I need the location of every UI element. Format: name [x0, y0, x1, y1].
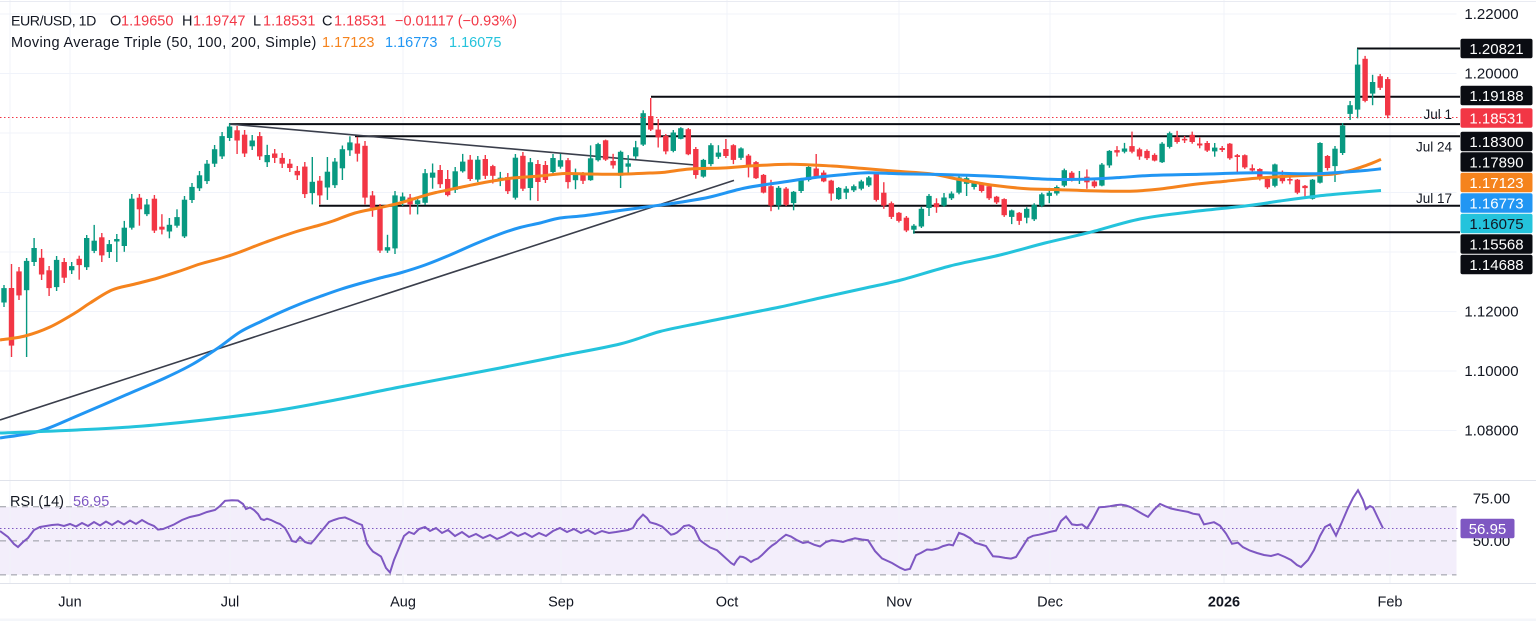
svg-text:Jul 17: Jul 17 [1416, 191, 1452, 206]
svg-text:1.16773: 1.16773 [385, 35, 437, 51]
svg-text:75.00: 75.00 [1473, 490, 1511, 507]
svg-text:1.20000: 1.20000 [1464, 66, 1518, 83]
svg-text:1.19650: 1.19650 [121, 14, 173, 30]
svg-text:L: L [253, 14, 261, 30]
svg-text:C: C [322, 14, 332, 30]
svg-text:O: O [110, 14, 121, 30]
svg-text:Nov: Nov [886, 595, 913, 611]
svg-text:1.19747: 1.19747 [193, 14, 245, 30]
svg-text:1.20821: 1.20821 [1469, 41, 1523, 58]
svg-text:1.08000: 1.08000 [1464, 423, 1518, 440]
svg-text:1.17123: 1.17123 [1469, 175, 1523, 192]
svg-text:1.10000: 1.10000 [1464, 363, 1518, 380]
svg-text:Feb: Feb [1378, 595, 1403, 611]
svg-text:H: H [182, 14, 192, 30]
svg-text:1.15568: 1.15568 [1469, 236, 1523, 253]
svg-text:1.19188: 1.19188 [1469, 88, 1523, 105]
svg-text:1.17123: 1.17123 [322, 35, 374, 51]
svg-text:1.18300: 1.18300 [1469, 134, 1523, 151]
svg-text:1.22000: 1.22000 [1464, 6, 1518, 23]
svg-text:Dec: Dec [1037, 595, 1063, 611]
svg-text:56.95: 56.95 [1469, 521, 1507, 538]
svg-text:Jun: Jun [58, 595, 81, 611]
svg-text:2026: 2026 [1208, 595, 1240, 611]
svg-text:Oct: Oct [716, 595, 739, 611]
svg-text:1.18531: 1.18531 [334, 14, 386, 30]
svg-text:1.18531: 1.18531 [263, 14, 315, 30]
svg-text:Sep: Sep [548, 595, 574, 611]
svg-text:Moving Average Triple (50, 100: Moving Average Triple (50, 100, 200, Sim… [11, 35, 317, 51]
svg-text:Aug: Aug [390, 595, 416, 611]
svg-text:RSI (14): RSI (14) [10, 494, 64, 510]
svg-text:1.16773: 1.16773 [1469, 195, 1523, 212]
svg-text:1.12000: 1.12000 [1464, 304, 1518, 321]
svg-text:1.17890: 1.17890 [1469, 154, 1523, 171]
svg-text:EUR/USD, 1D: EUR/USD, 1D [11, 14, 96, 30]
svg-text:56.95: 56.95 [73, 494, 109, 510]
svg-text:−0.01117 (−0.93%): −0.01117 (−0.93%) [395, 14, 517, 30]
svg-text:1.14688: 1.14688 [1469, 257, 1523, 274]
svg-text:1.18531: 1.18531 [1469, 110, 1523, 127]
svg-text:1.16075: 1.16075 [449, 35, 501, 51]
svg-text:Jul 24: Jul 24 [1416, 140, 1453, 155]
svg-text:1.16075: 1.16075 [1469, 216, 1523, 233]
svg-text:Jul 1: Jul 1 [1423, 107, 1452, 122]
svg-text:Jul: Jul [221, 595, 240, 611]
